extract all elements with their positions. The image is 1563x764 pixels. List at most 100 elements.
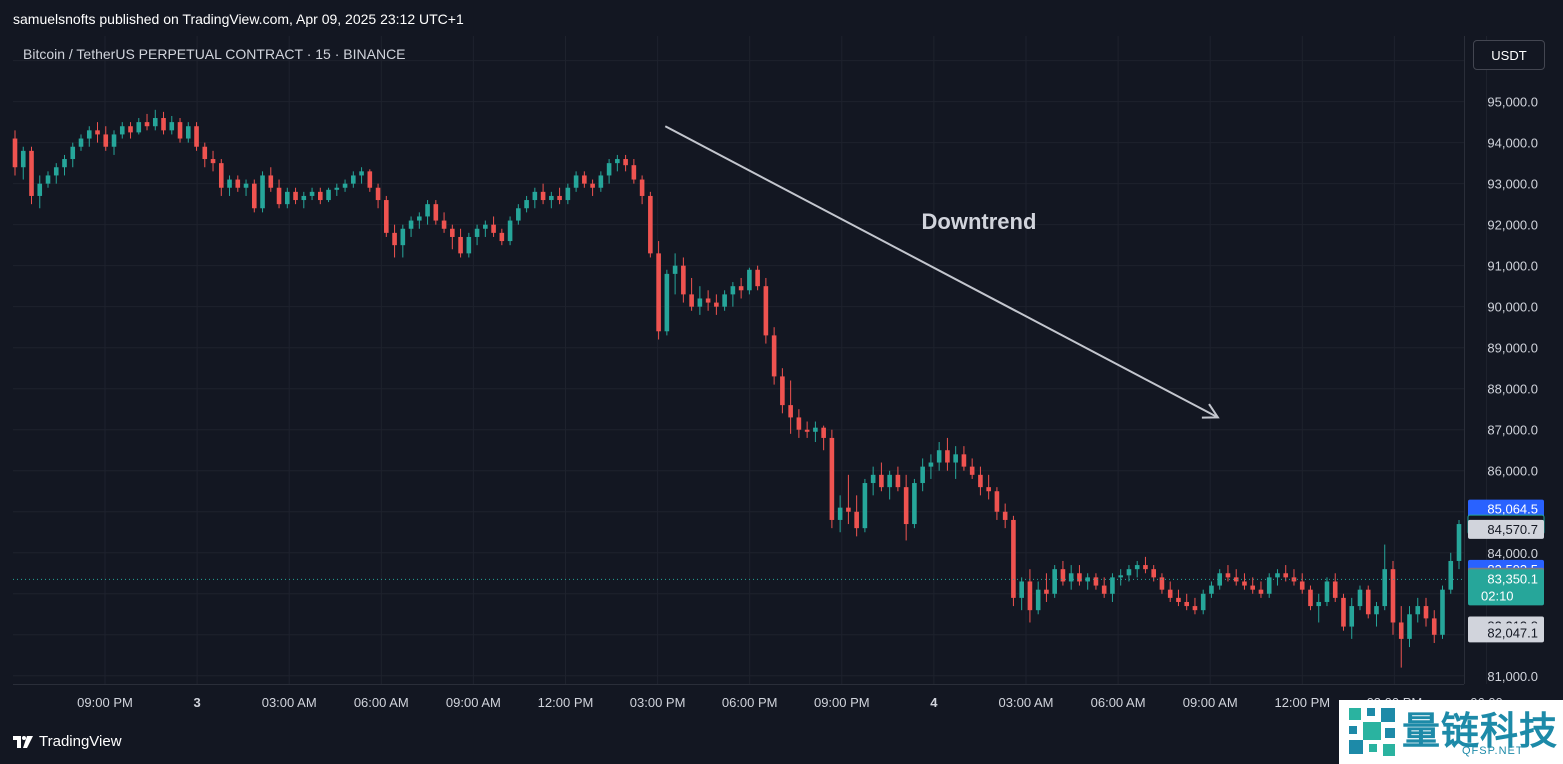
candle-body bbox=[1415, 606, 1421, 615]
candle-body bbox=[978, 474, 983, 488]
candle bbox=[70, 142, 76, 168]
candle-body bbox=[367, 171, 373, 188]
candle-body bbox=[1398, 622, 1404, 639]
symbol-title[interactable]: Bitcoin / TetherUS PERPETUAL CONTRACT · … bbox=[23, 46, 406, 62]
candle bbox=[1077, 565, 1082, 586]
candle bbox=[466, 232, 472, 258]
y-tick-label: 93,000.0 bbox=[1487, 177, 1538, 192]
candle bbox=[722, 290, 727, 311]
candle-body bbox=[152, 118, 158, 127]
candle-body bbox=[499, 232, 505, 242]
currency-button[interactable]: USDT bbox=[1473, 40, 1545, 70]
candle bbox=[243, 179, 249, 196]
candle bbox=[1192, 597, 1198, 615]
candle-body bbox=[1456, 524, 1462, 561]
candle bbox=[227, 175, 232, 196]
y-tick-label: 91,000.0 bbox=[1487, 259, 1538, 274]
candle bbox=[1357, 585, 1363, 611]
x-tick-label: 4 bbox=[930, 695, 938, 710]
candle bbox=[293, 187, 298, 205]
candle bbox=[829, 429, 835, 529]
candle bbox=[1200, 589, 1206, 615]
candle bbox=[540, 183, 546, 205]
candle bbox=[953, 446, 958, 479]
candle bbox=[1242, 573, 1247, 590]
candle-body bbox=[862, 483, 868, 529]
candle bbox=[417, 212, 422, 229]
candle bbox=[623, 154, 628, 172]
y-tick-label: 95,000.0 bbox=[1487, 95, 1538, 110]
candle bbox=[37, 175, 43, 209]
candle bbox=[1126, 565, 1132, 582]
candle-body bbox=[573, 175, 579, 188]
candle-body bbox=[689, 294, 694, 307]
candle bbox=[251, 179, 257, 213]
candle bbox=[301, 191, 307, 209]
candle bbox=[441, 212, 447, 233]
candle bbox=[1440, 585, 1445, 639]
candle-body bbox=[615, 159, 620, 164]
candle bbox=[903, 474, 909, 541]
candle-body bbox=[920, 466, 925, 484]
candle-body bbox=[29, 150, 34, 196]
candle-body bbox=[1035, 589, 1041, 611]
candle-body bbox=[1374, 606, 1379, 615]
candle-body bbox=[763, 286, 769, 336]
candle bbox=[557, 187, 562, 205]
countdown-text: 02:10 bbox=[1481, 588, 1514, 603]
candle-body bbox=[1316, 601, 1322, 607]
candle-body bbox=[268, 175, 274, 188]
candle bbox=[648, 191, 653, 258]
candle bbox=[1291, 569, 1297, 586]
candle bbox=[1151, 565, 1156, 582]
candle-body bbox=[854, 511, 859, 529]
candle bbox=[598, 171, 604, 192]
tradingview-logo[interactable]: TradingView bbox=[13, 733, 122, 750]
candle bbox=[128, 122, 133, 139]
candle-body bbox=[598, 175, 604, 188]
candle-body bbox=[161, 118, 166, 131]
candle-body bbox=[1077, 573, 1082, 582]
candle-body bbox=[631, 165, 637, 180]
candle bbox=[920, 458, 925, 492]
candle bbox=[986, 474, 991, 500]
candle-body bbox=[119, 126, 125, 135]
candle bbox=[969, 458, 975, 479]
x-tick-label: 06:00 AM bbox=[1091, 695, 1146, 710]
candle bbox=[1011, 515, 1016, 607]
candle-body bbox=[582, 175, 587, 184]
candle-body bbox=[953, 454, 958, 463]
y-tick-label: 87,000.0 bbox=[1487, 423, 1538, 438]
candle bbox=[730, 282, 736, 307]
candle-body bbox=[796, 417, 802, 430]
candle bbox=[1044, 573, 1049, 602]
candle-body bbox=[1423, 606, 1429, 619]
candle bbox=[499, 228, 505, 246]
candle bbox=[400, 224, 406, 258]
candle-body bbox=[1176, 597, 1181, 602]
candle-body bbox=[177, 122, 183, 139]
price-label-text: 83,350.1 bbox=[1487, 571, 1538, 586]
candle bbox=[582, 171, 587, 188]
candle-body bbox=[450, 228, 455, 237]
x-tick-label: 03:00 AM bbox=[262, 695, 317, 710]
candle bbox=[185, 122, 191, 143]
time-axis[interactable] bbox=[13, 684, 1464, 720]
candle bbox=[1365, 585, 1371, 619]
candle bbox=[1258, 581, 1264, 598]
candle-body bbox=[1324, 581, 1330, 602]
candle-body bbox=[408, 220, 414, 229]
candle bbox=[392, 224, 397, 258]
candle-body bbox=[565, 187, 571, 201]
candle-body bbox=[1341, 597, 1346, 627]
candle-body bbox=[326, 189, 331, 201]
candle-body bbox=[1209, 585, 1214, 594]
candle bbox=[45, 171, 51, 188]
candle-body bbox=[293, 191, 298, 201]
candle bbox=[111, 130, 117, 155]
chart-pane[interactable] bbox=[13, 36, 1464, 684]
candle bbox=[1390, 560, 1396, 635]
candle bbox=[1134, 560, 1140, 578]
x-tick-label: 12:00 PM bbox=[1274, 695, 1330, 710]
